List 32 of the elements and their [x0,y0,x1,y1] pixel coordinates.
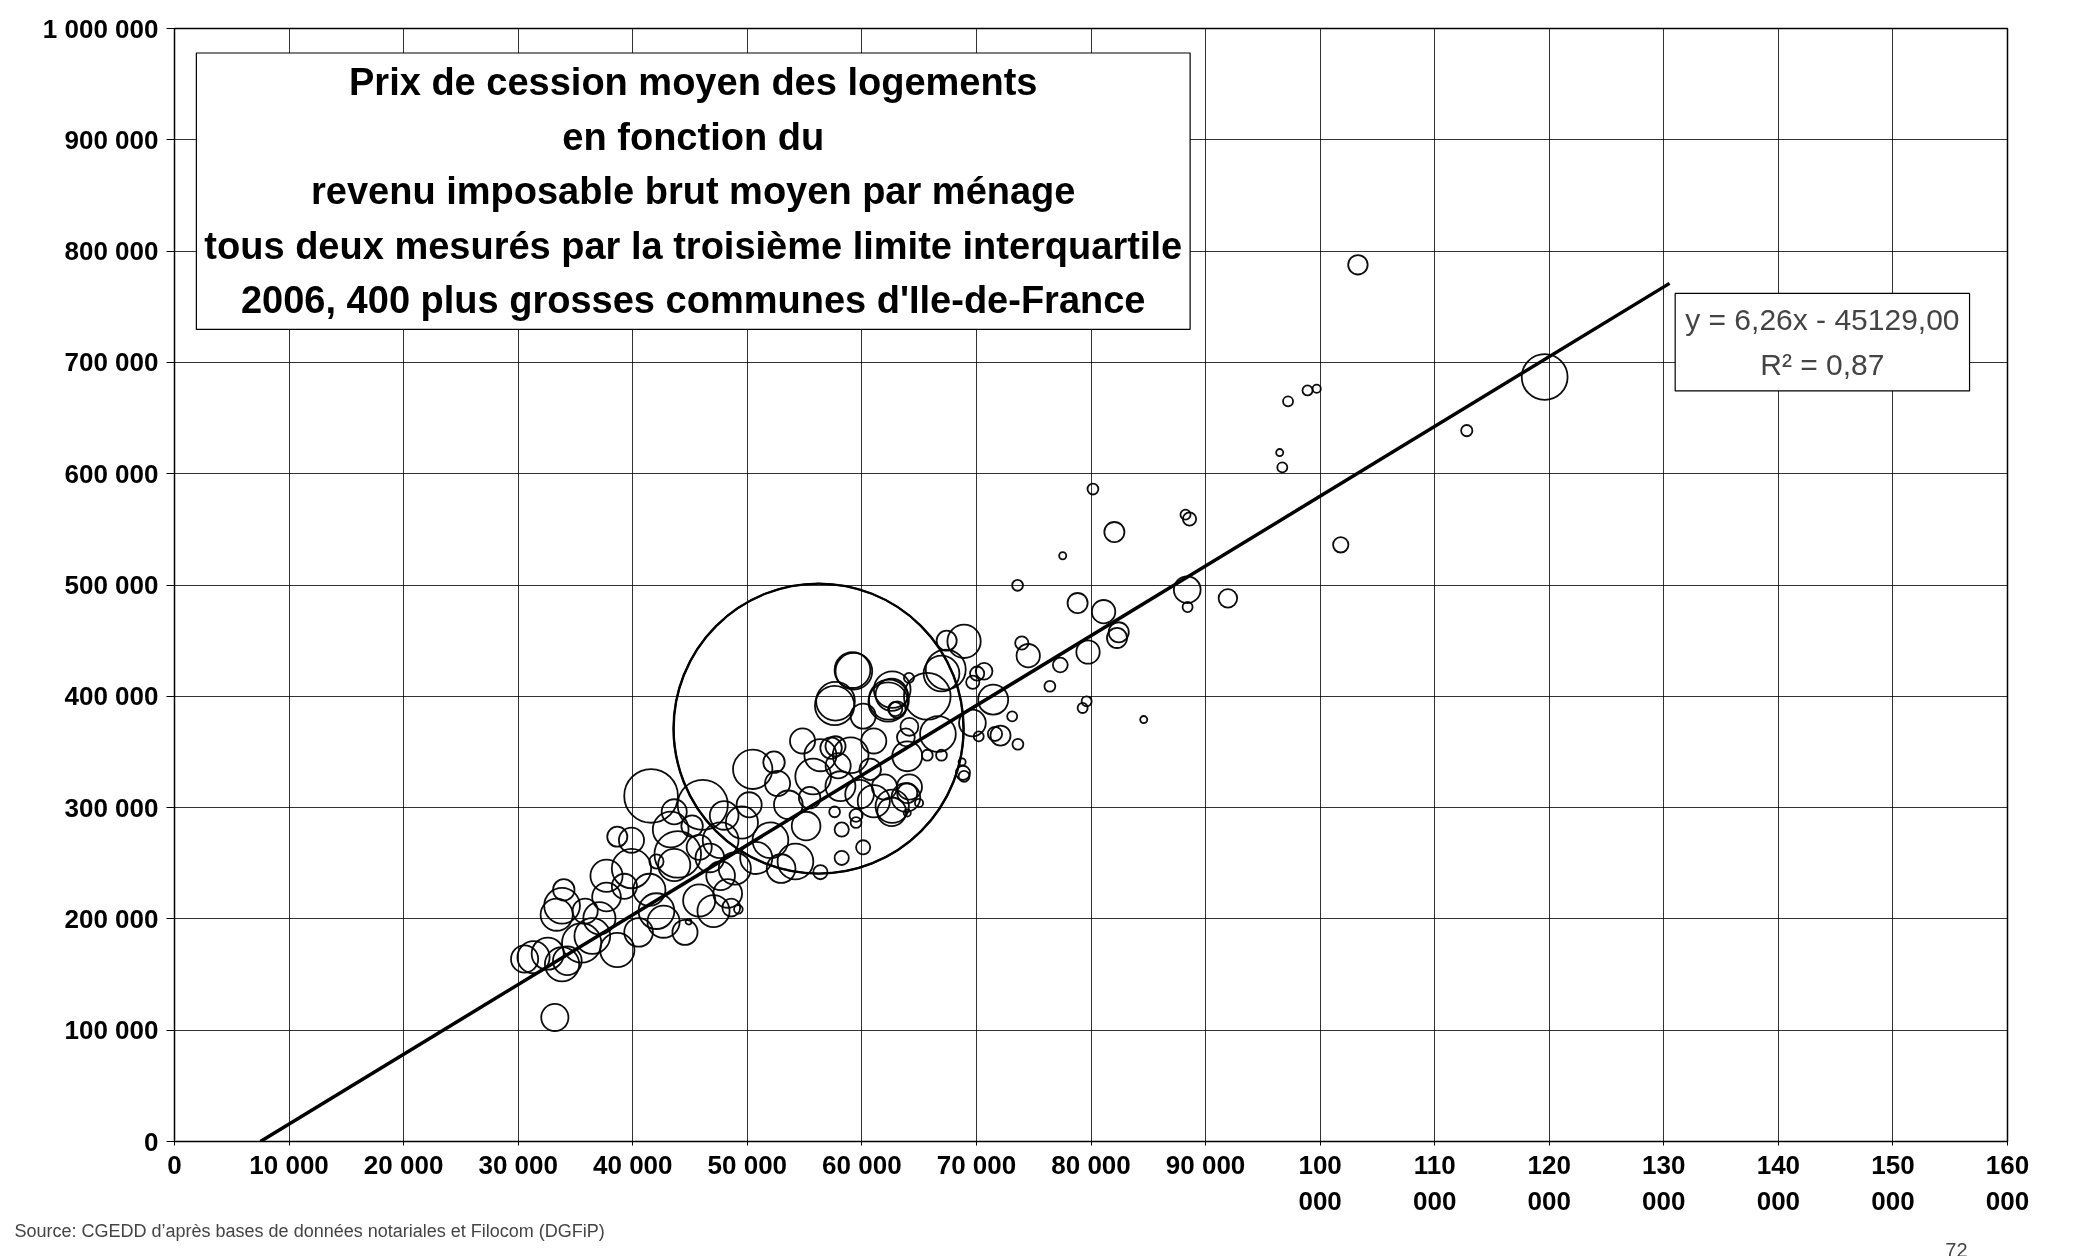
x-tick-label: 10 000 [249,1149,329,1180]
y-tick-label: 200 000 [64,903,159,934]
y-tick-label: 500 000 [64,570,159,600]
x-tick-label: 90 000 [1165,1149,1246,1180]
x-tick-label: 40 000 [592,1149,673,1180]
x-tick-label: 50 000 [707,1149,788,1180]
y-tick-label: 700 000 [64,347,159,378]
y-tick-label: 900 000 [64,124,159,155]
x-tick-label: 30 000 [478,1149,558,1180]
x-tick-label: 60 000 [822,1149,902,1180]
y-tick-label: 800 000 [64,236,159,267]
x-tick-label: 70 000 [936,1149,1017,1180]
text: 72 [1945,1238,1968,1256]
x-tick-label: 100 000 [1298,1149,1342,1216]
annotation: y = 6,26x - 45129,00 R² = 0,87 [1685,303,1960,381]
source-note: Source: CGEDD d’après bases de données notariales et Filocom (DGFiP) [14,1220,605,1241]
y-tick-label: 400 000 [64,681,159,712]
y-tick-label: 300 000 [64,792,159,823]
x-tick-label: 130 000 [1642,1149,1686,1216]
x-tick-label: 120 000 [1527,1149,1571,1216]
y-tick-label: 0 [144,1126,159,1157]
y-tick-label: 100 000 [64,1015,159,1046]
x-tick-label: 0 [167,1149,182,1180]
y-tick-label: 1 000 000 [42,13,159,44]
x-tick-label: 110 000 [1413,1149,1457,1216]
x-tick-label: 20 000 [363,1149,444,1180]
x-tick-label: 160 000 [1985,1149,2030,1216]
text: Prix de cession moyen des logements en fonction du revenu imposable brut moyen par ménage tous deux mesurés par la troisième limite interquartile 2006, 400 plus grosses communes d'Ile-de-France [204,60,1183,322]
x-tick-label: 80 000 [1051,1149,1131,1180]
y-tick-label: 600 000 [64,458,159,489]
x-tick-label: 150 000 [1871,1149,1915,1216]
x-tick-label: 140 000 [1756,1149,1801,1216]
